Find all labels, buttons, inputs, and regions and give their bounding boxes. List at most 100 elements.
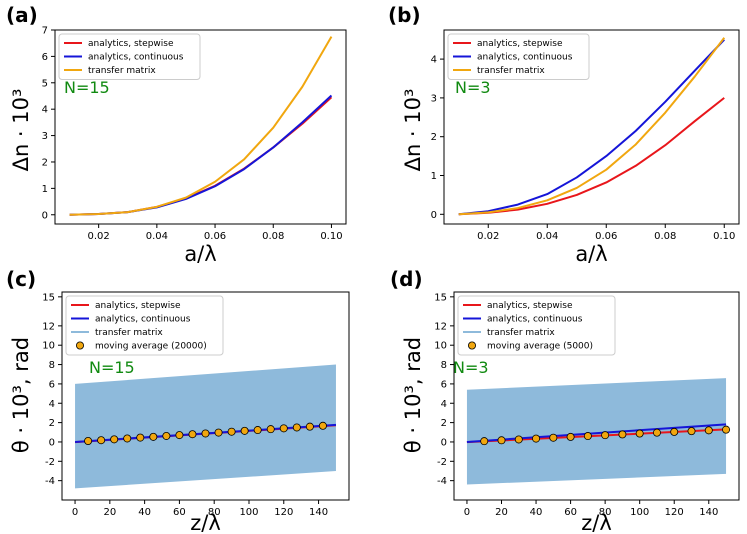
- panel-d: (d) 0 20 40 60 80 100 120 140 -4 -2 0 2 4 6 8 10 12 15 z/λ θ…: [390, 267, 740, 534]
- y-tick-label: 5: [42, 78, 48, 89]
- y-axis-label: θ · 10³, rad: [9, 337, 33, 453]
- y-tick-label: 6: [441, 379, 447, 390]
- y-tick-label: 15: [434, 292, 447, 303]
- legend: analytics, stepwise analytics, continuous…: [457, 295, 616, 356]
- moving-average-point: [549, 433, 558, 442]
- y-tick-label: 0: [49, 437, 55, 448]
- panel-a: (a) 0.02 0.04 0.06 0.08 0.10 0 1 2 3 4 5 6 7 a/λ Δn · 1…: [6, 3, 347, 266]
- moving-average-point: [652, 428, 661, 437]
- y-tick-label: 0: [431, 210, 437, 221]
- moving-average-point: [149, 432, 158, 441]
- moving-average-point: [266, 425, 275, 434]
- legend-entry: analytics, continuous: [477, 53, 573, 63]
- y-tick-label: 2: [431, 132, 437, 143]
- y-tick-label: 4: [49, 399, 55, 410]
- moving-average-point: [618, 430, 627, 439]
- moving-average-point: [214, 428, 223, 437]
- axes-frame: [61, 291, 350, 501]
- moving-average-point: [532, 434, 541, 443]
- moving-average-point: [123, 434, 132, 443]
- moving-average-point: [601, 431, 610, 440]
- legend-entry: transfer matrix: [477, 66, 545, 76]
- x-axis-label: z/λ: [190, 511, 221, 534]
- x-axis-label: a/λ: [184, 242, 216, 266]
- transfer-matrix-band: [75, 364, 336, 489]
- legend-entry: moving average (5000): [487, 342, 593, 352]
- series-line-analytics-stepwise: [466, 428, 727, 444]
- series-line-analytics-continuous: [69, 94, 333, 216]
- moving-average-point: [318, 421, 327, 430]
- y-axis-label: Δn · 10³: [401, 89, 425, 172]
- panel-c: (c) 0 20 40 60 80 100 120 140 -4 -2 0 2 4 6 8 10 12 15 z/λ θ…: [6, 267, 350, 534]
- y-tick-label: 10: [42, 341, 55, 352]
- moving-average-point: [136, 433, 145, 442]
- legend-entry: analytics, stepwise: [88, 39, 174, 49]
- legend-entry: analytics, continuous: [88, 53, 184, 63]
- x-tick-label: 120: [274, 507, 293, 518]
- annotation: N=15: [64, 78, 110, 97]
- moving-average-point: [279, 424, 288, 433]
- y-tick-label: 3: [431, 93, 437, 104]
- x-tick-label: 0.10: [320, 231, 342, 242]
- x-tick-label: 60: [564, 507, 577, 518]
- series-line-transfer-matrix: [69, 36, 333, 216]
- moving-average-point: [670, 427, 679, 436]
- moving-average-point: [635, 429, 644, 438]
- moving-average-point: [110, 435, 119, 444]
- x-tick-label: 20: [495, 507, 508, 518]
- x-tick-label: 0.02: [477, 231, 499, 242]
- moving-average-point: [704, 426, 713, 435]
- y-tick-label: 4: [42, 105, 48, 116]
- series-line-analytics-continuous: [458, 39, 725, 216]
- legend: analytics, stepwise analytics, continuous…: [58, 33, 201, 80]
- series-line-analytics-stepwise: [69, 96, 333, 216]
- y-tick-label: 4: [431, 55, 437, 66]
- legend-entry: analytics, continuous: [95, 315, 191, 325]
- annotation: N=3: [453, 358, 489, 377]
- x-tick-label: 0.02: [88, 231, 110, 242]
- legend-entry: transfer matrix: [487, 328, 555, 338]
- moving-average-point: [722, 425, 731, 434]
- moving-average-point: [480, 437, 489, 446]
- moving-average-point: [292, 423, 301, 432]
- x-tick-label: 40: [530, 507, 543, 518]
- moving-average-point: [227, 427, 236, 436]
- x-tick-label: 0.10: [713, 231, 735, 242]
- y-tick-label: 0: [42, 210, 48, 221]
- panel-label: (c): [6, 267, 36, 291]
- y-tick-label: 10: [434, 341, 447, 352]
- y-axis-label: θ · 10³, rad: [401, 337, 425, 453]
- x-tick-label: 0.08: [654, 231, 676, 242]
- y-tick-label: -4: [437, 476, 447, 487]
- moving-average-point: [162, 431, 171, 440]
- transfer-matrix-band: [466, 378, 727, 485]
- panel-label: (a): [6, 3, 38, 27]
- moving-average-point: [97, 436, 106, 445]
- panel-label: (b): [388, 3, 421, 27]
- x-axis-label: z/λ: [581, 511, 612, 534]
- legend-frame: [65, 295, 224, 356]
- y-axis-label: Δn · 10³: [9, 89, 33, 172]
- x-axis-label: a/λ: [575, 242, 607, 266]
- y-tick-label: 3: [42, 131, 48, 142]
- series-line-transfer-matrix: [458, 37, 726, 216]
- axes-frame: [443, 29, 740, 225]
- x-tick-label: 120: [665, 507, 684, 518]
- y-tick-label: 15: [42, 292, 55, 303]
- legend: analytics, stepwise analytics, continuous…: [65, 295, 224, 356]
- legend-marker: [467, 341, 476, 350]
- y-tick-label: 6: [49, 379, 55, 390]
- x-tick-label: 80: [599, 507, 612, 518]
- moving-average-point: [175, 431, 184, 440]
- y-tick-label: 4: [441, 399, 447, 410]
- legend-entry: analytics, stepwise: [477, 39, 563, 49]
- x-tick-label: 0: [464, 507, 470, 518]
- legend-entry: analytics, stepwise: [487, 301, 573, 311]
- panel-b: (b) 0.02 0.04 0.06 0.08 0.10 0 1 2 3 4 a/λ Δn · 10³ N…: [388, 3, 740, 266]
- y-tick-label: -2: [45, 457, 55, 468]
- x-tick-label: 0.04: [146, 231, 168, 242]
- moving-average-point: [497, 436, 506, 445]
- x-tick-label: 0.06: [595, 231, 617, 242]
- y-tick-label: 12: [434, 321, 447, 332]
- legend-entry: analytics, stepwise: [95, 301, 181, 311]
